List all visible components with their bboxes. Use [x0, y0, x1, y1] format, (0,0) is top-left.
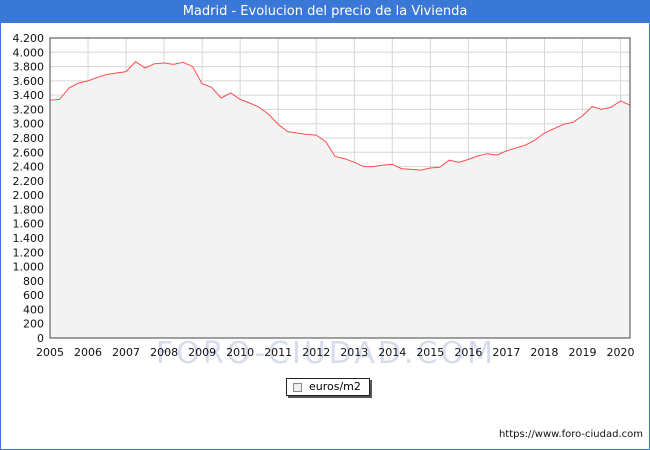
y-tick-label: 1.000 — [13, 261, 45, 274]
x-tick-label: 2007 — [112, 346, 140, 359]
y-tick-label: 1.400 — [13, 232, 45, 245]
y-tick-label: 600 — [23, 289, 44, 302]
x-axis-ticks: 2005 2006 2007 2008 2009 2010 2011 2012 2013 2014… — [36, 346, 634, 359]
y-axis-ticks: 02004006008001.0001.2001.4001.6001.8002.… — [13, 32, 45, 345]
y-tick-label: 3.200 — [13, 103, 45, 116]
x-tick-label: 2012 — [302, 346, 330, 359]
x-tick-label: 2017 — [492, 346, 520, 359]
y-tick-label: 2.000 — [13, 189, 45, 202]
watermark: FORO-CIUDAD.COM — [156, 336, 496, 371]
y-tick-label: 2.200 — [13, 175, 45, 188]
y-tick-label: 4.200 — [13, 32, 45, 45]
x-tick-label: 2020 — [606, 346, 634, 359]
legend-swatch — [293, 383, 302, 392]
y-tick-label: 1.200 — [13, 246, 45, 259]
source-url: https://www.foro-ciudad.com — [498, 429, 643, 440]
y-tick-label: 3.800 — [13, 61, 45, 74]
y-tick-label: 1.800 — [13, 203, 45, 216]
x-tick-label: 2005 — [36, 346, 64, 359]
y-tick-label: 3.400 — [13, 89, 45, 102]
x-tick-label: 2015 — [416, 346, 444, 359]
y-tick-label: 1.600 — [13, 218, 45, 231]
x-tick-label: 2011 — [264, 346, 292, 359]
y-tick-label: 2.600 — [13, 146, 45, 159]
legend-label: euros/m2 — [309, 380, 361, 393]
x-tick-label: 2014 — [378, 346, 406, 359]
x-tick-label: 2009 — [188, 346, 216, 359]
series-area-fill — [50, 61, 630, 338]
chart-title: Madrid - Evolucion del precio de la Vivi… — [1, 1, 649, 23]
y-tick-label: 2.400 — [13, 161, 45, 174]
x-tick-label: 2018 — [530, 346, 558, 359]
x-tick-label: 2006 — [74, 346, 102, 359]
y-tick-label: 2.800 — [13, 132, 45, 145]
plot-border — [49, 37, 631, 339]
y-tick-label: 0 — [37, 332, 44, 345]
x-tick-label: 2008 — [150, 346, 178, 359]
y-tick-label: 800 — [23, 275, 44, 288]
series-line-euros-m2 — [49, 60, 631, 171]
x-tick-label: 2016 — [454, 346, 482, 359]
x-tick-label: 2013 — [340, 346, 368, 359]
x-tick-label: 2010 — [226, 346, 254, 359]
y-tick-label: 3.600 — [13, 75, 45, 88]
y-tick-label: 200 — [23, 318, 44, 331]
x-tick-label: 2019 — [568, 346, 596, 359]
y-tick-label: 3.000 — [13, 118, 45, 131]
y-tick-label: 4.000 — [13, 46, 45, 59]
y-tick-label: 400 — [23, 303, 44, 316]
legend: euros/m2 — [286, 378, 370, 396]
